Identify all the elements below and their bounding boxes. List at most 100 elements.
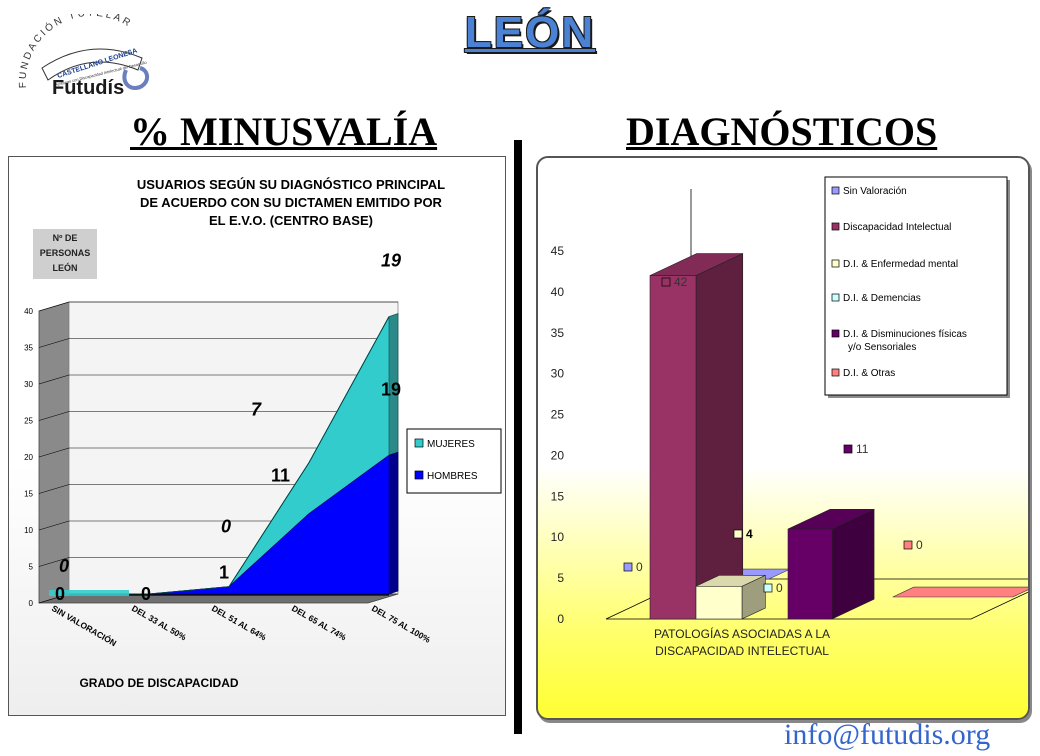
- legend-label-enfermedad-mental: D.I. & Enfermedad mental: [843, 259, 958, 270]
- area-mujeres-value-label: 19: [381, 251, 401, 271]
- area-mujeres-value-label: 7: [251, 400, 262, 420]
- area-gridline: [38, 447, 398, 458]
- area-chart-title: USUARIOS SEGÚN SU DIAGNÓSTICO PRINCIPAL …: [137, 177, 445, 228]
- area-mujeres-value-label: 0: [59, 556, 69, 576]
- bar-ytick-label: 15: [551, 489, 565, 503]
- area-hombres-value-label: 11: [271, 466, 290, 486]
- bar-side-2: [695, 253, 744, 620]
- bar-value-label: 0: [776, 581, 783, 595]
- area-ytick-label: 10: [24, 526, 33, 535]
- bar-front-5: [787, 528, 833, 620]
- legend-swatch-sin-valoracion: [831, 186, 840, 195]
- area-chart-ylabel: Nº DE PERSONAS LEÓN: [33, 229, 97, 279]
- bar-ytick-label: 40: [551, 285, 565, 299]
- bar-value-label: 42: [674, 275, 688, 289]
- logo-swirl-icon: [122, 66, 149, 90]
- area-chart-ylabel-line-2: PERSONAS: [40, 248, 91, 258]
- area-gridline: [38, 301, 398, 312]
- legend-swatch-demencias: [831, 293, 840, 302]
- right-section-title: DIAGNÓSTICOS: [626, 109, 938, 154]
- bar-ytick-label: 25: [551, 408, 565, 422]
- area-chart-title-line-1: USUARIOS SEGÚN SU DIAGNÓSTICO PRINCIPAL: [137, 177, 445, 192]
- bar-front-2: [649, 275, 697, 620]
- area-category-label: DEL 51 AL 64%: [210, 603, 268, 643]
- bar-value-label: 4: [746, 527, 753, 541]
- area-hombres-side: [388, 451, 399, 595]
- bar-chart-xlabel-line-2: DISCAPACIDAD INTELECTUAL: [655, 644, 829, 658]
- legend-label-otras: D.I. & Otras: [843, 368, 895, 379]
- area-category-label: SIN VALORACIÓN: [50, 602, 119, 648]
- legend-swatch-otras: [831, 368, 840, 377]
- bar-ytick-label: 0: [557, 612, 564, 626]
- area-ytick-label: 15: [24, 490, 33, 499]
- area-ytick-label: 20: [24, 453, 33, 462]
- legend-label-demencias: D.I. & Demencias: [843, 293, 921, 304]
- bar-front-3: [695, 585, 743, 620]
- logo-brand: Futudís: [52, 77, 124, 99]
- area-ytick-label: 0: [29, 599, 34, 608]
- bar-chart-xlabel: PATOLOGÍAS ASOCIADAS A LA DISCAPACIDAD I…: [654, 626, 830, 658]
- legend-label-mujeres: MUJERES: [427, 439, 475, 450]
- bar-value-label: 0: [636, 560, 643, 574]
- bar-ytick-label: 45: [551, 244, 565, 258]
- bar-ytick-label: 5: [557, 571, 564, 585]
- bar-ytick-label: 30: [551, 367, 565, 381]
- legend-swatch-hombres: [414, 470, 424, 480]
- area-chart-title-line-2: DE ACUERDO CON SU DICTAMEN EMITIDO POR: [140, 195, 443, 210]
- area-gridline: [38, 411, 398, 421]
- area-category-label: DEL 33 AL 50%: [130, 603, 188, 643]
- legend-label-sin-valoracion: Sin Valoración: [843, 186, 907, 197]
- area-chart-title-line-3: EL E.V.O. (CENTRO BASE): [209, 213, 373, 228]
- bar-ytick-label: 10: [551, 530, 565, 544]
- bar-label-swatch: [623, 562, 633, 572]
- area-hombres-value-label: 19: [381, 379, 401, 399]
- legend-swatch-disminuciones: [831, 329, 840, 338]
- futudis-logo: FUNDACIÓN TUTELAR CASTELLANO LEONESA Per…: [18, 14, 149, 99]
- bar-chart-legend: Sin Valoración Discapacidad Intelectual …: [824, 176, 1010, 398]
- legend-label-hombres: HOMBRES: [427, 471, 478, 482]
- bar-flat-6: [892, 586, 1028, 598]
- bar-legend-box: [824, 176, 1008, 396]
- area-chart-ylabel-box: [33, 229, 97, 279]
- area-gridline: [38, 374, 398, 385]
- diagnosis-bar-chart-panel: 0 5 10 15 20 25 30 35 40 45 0 42 4 0 11 0 PATOLOGÍAS AS…: [536, 156, 1030, 720]
- bar-label-swatch: [763, 583, 773, 593]
- bar-value-label: 0: [916, 538, 923, 552]
- section-divider: [514, 140, 522, 734]
- bar-value-label: 11: [856, 442, 869, 456]
- area-ytick-label: 5: [29, 563, 34, 572]
- legend-label-discapacidad-intelectual: Discapacidad Intelectual: [843, 222, 951, 233]
- legend-label-disminuciones-line-2: y/o Sensoriales: [848, 342, 916, 353]
- bar-ytick-label: 20: [551, 448, 565, 462]
- bar-label-swatch: [843, 444, 853, 454]
- area-hombres-value-label: 0: [55, 584, 65, 604]
- legend-swatch-enfermedad-mental: [831, 259, 840, 268]
- area-category-label: DEL 75 AL 100%: [370, 603, 433, 645]
- area-mujeres-value-label: 0: [221, 517, 231, 537]
- legend-label-disminuciones-line-1: D.I. & Disminuciones físicas: [843, 329, 967, 340]
- bar-ytick-label: 35: [551, 326, 565, 340]
- area-chart-xlabel: GRADO DE DISCAPACIDAD: [79, 676, 238, 690]
- area-zero-band: [49, 590, 129, 596]
- area-ytick-label: 35: [24, 344, 33, 353]
- contact-email-link[interactable]: info@futudis.org: [784, 718, 991, 751]
- left-section-title: % MINUSVALÍA: [130, 109, 438, 154]
- area-hombres-value-label: 1: [219, 563, 229, 583]
- bar-label-swatch: [733, 529, 743, 539]
- area-gridline: [38, 338, 398, 348]
- area-ytick-label: 30: [24, 380, 33, 389]
- area-ytick-label: 25: [24, 417, 33, 426]
- area-chart-legend: MUJERES HOMBRES: [406, 428, 502, 494]
- disability-area-chart-panel: USUARIOS SEGÚN SU DIAGNÓSTICO PRINCIPAL …: [8, 156, 506, 716]
- page-title: LEÓN: [464, 8, 596, 57]
- area-category-label: DEL 65 AL 74%: [290, 603, 348, 643]
- logo-ribbon: [41, 48, 143, 81]
- area-ytick-label: 40: [24, 307, 33, 316]
- bar-label-swatch: [661, 277, 671, 287]
- disability-area-chart: USUARIOS SEGÚN SU DIAGNÓSTICO PRINCIPAL …: [24, 177, 502, 690]
- area-chart-ylabel-line-1: Nº DE: [53, 233, 78, 243]
- legend-swatch-mujeres: [414, 438, 424, 448]
